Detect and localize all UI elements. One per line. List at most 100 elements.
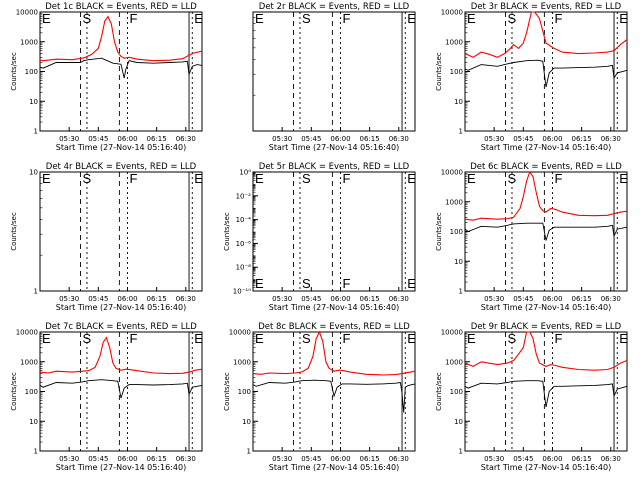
y-tick-label: 1 (34, 448, 38, 456)
y-axis-label: Counts/sec (435, 372, 443, 411)
panel-title: Det 8c BLACK = Events, RED = LLD (258, 322, 410, 332)
x-tick-label: 06:30 (601, 295, 621, 303)
x-tick-label: 05:30 (59, 295, 79, 303)
x-axis-label: Start Time (27-Nov-14 05:16:40) (269, 303, 399, 312)
y-tick-label: 10⁻⁸ (236, 264, 252, 272)
y-tick-label: 100 (25, 68, 38, 76)
lld-series-line (464, 331, 628, 371)
y-tick-label: 1 (459, 128, 463, 136)
x-axis-label: Start Time (27-Nov-14 05:16:40) (481, 143, 611, 152)
panel-4: Det 4r BLACK = Events, RED = LLD 1 10 05:30… (10, 162, 203, 312)
x-tick-label: 06:00 (117, 455, 137, 463)
interval-marker-label: S (302, 276, 311, 291)
y-tick-label: 10 (29, 98, 38, 106)
interval-marker-label: S (302, 11, 311, 26)
plot-frame (464, 331, 628, 452)
events-series-line (464, 222, 628, 241)
x-tick-label: 06:15 (572, 295, 592, 303)
x-tick-label: 06:00 (330, 455, 350, 463)
x-tick-label: 06:30 (601, 455, 621, 463)
x-tick-label: 05:30 (484, 455, 504, 463)
y-tick-label: 100 (25, 388, 38, 396)
y-tick-label: 1000 (445, 358, 463, 366)
y-tick-label: 1 (459, 288, 463, 296)
interval-marker-label: E (194, 171, 203, 186)
x-tick-label: 06:15 (360, 455, 380, 463)
y-axis-label: Counts/sec (10, 212, 18, 251)
x-tick-label: 06:00 (330, 135, 350, 143)
x-tick-label: 06:00 (330, 295, 350, 303)
x-tick-label: 06:30 (389, 455, 409, 463)
x-tick-label: 06:15 (360, 135, 380, 143)
interval-marker-label: E (194, 11, 203, 26)
lld-series-line (39, 15, 203, 62)
y-tick-label: 10 (242, 418, 251, 426)
interval-marker-label: F (342, 11, 350, 26)
y-tick-label: 1 (459, 448, 463, 456)
x-axis-label: Start Time (27-Nov-14 05:16:40) (56, 463, 186, 472)
y-axis-label: Counts/sec (10, 52, 18, 91)
x-tick-label: 05:45 (301, 295, 321, 303)
y-axis-label: Counts/sec (223, 212, 231, 251)
y-axis-label: Counts/sec (10, 372, 18, 411)
x-tick-label: 06:00 (117, 295, 137, 303)
y-tick-label: 100 (450, 228, 463, 236)
y-tick-label: 10000 (441, 9, 463, 17)
panel-7: Det 7c BLACK = Events, RED = LLD 1 10 100 10… (10, 322, 203, 472)
interval-marker-label: F (554, 171, 562, 186)
x-axis-label: Start Time (27-Nov-14 05:16:40) (481, 463, 611, 472)
panel-2: Det 2r BLACK = Events, RED = LLD 05:30 05:… (252, 2, 416, 152)
y-tick-label: 1000 (445, 38, 463, 46)
interval-marker-label: S (302, 331, 311, 346)
y-tick-label: 10 (29, 418, 38, 426)
x-axis-label: Start Time (27-Nov-14 05:16:40) (56, 143, 186, 152)
y-tick-label: 10 (454, 258, 463, 266)
x-tick-label: 05:30 (484, 295, 504, 303)
y-tick-label: 10⁻¹⁰ (233, 288, 251, 296)
interval-marker-label: F (554, 331, 562, 346)
plot-frame (252, 331, 416, 452)
x-tick-label: 05:30 (484, 135, 504, 143)
interval-marker-label: E (42, 171, 51, 186)
x-tick-label: 06:15 (572, 455, 592, 463)
y-tick-label: 10000 (441, 329, 463, 337)
interval-marker-label: E (42, 331, 51, 346)
y-axis-label: Counts/sec (223, 372, 231, 411)
panel-title: Det 1c BLACK = Events, RED = LLD (45, 2, 197, 12)
interval-marker-label: E (619, 11, 628, 26)
events-series-line (464, 59, 628, 88)
y-axis-label: Counts/sec (435, 52, 443, 91)
interval-marker-label: E (255, 276, 264, 291)
x-tick-label: 06:30 (176, 135, 196, 143)
panel-title: Det 7c BLACK = Events, RED = LLD (45, 322, 197, 332)
x-tick-label: 05:45 (513, 455, 533, 463)
interval-marker-label: F (129, 331, 137, 346)
interval-marker-label: E (619, 331, 628, 346)
panel-9: Det 9r BLACK = Events, RED = LLD 1 10 100 10… (435, 322, 628, 472)
interval-marker-label: E (255, 331, 264, 346)
y-tick-label: 10000 (16, 9, 38, 17)
interval-marker-label: E (619, 171, 628, 186)
interval-marker-label: E (255, 171, 264, 186)
panel-3: Det 3r BLACK = Events, RED = LLD 1 10 100 10… (435, 2, 628, 152)
x-tick-label: 06:30 (389, 135, 409, 143)
y-tick-label: 1000 (445, 198, 463, 206)
events-series-line (464, 380, 628, 408)
lld-series-line (464, 170, 628, 221)
plot-frame (39, 11, 203, 132)
x-tick-label: 05:30 (272, 455, 292, 463)
x-tick-label: 05:45 (301, 455, 321, 463)
panel-8: Det 8c BLACK = Events, RED = LLD 1 10 100 10… (223, 322, 416, 472)
x-tick-label: 05:45 (513, 135, 533, 143)
x-tick-label: 05:30 (59, 455, 79, 463)
x-tick-label: 06:00 (117, 135, 137, 143)
x-tick-label: 06:15 (147, 455, 167, 463)
interval-marker-label: E (407, 171, 416, 186)
y-tick-label: 10 (29, 169, 38, 177)
interval-marker-label: E (42, 11, 51, 26)
y-tick-label: 1 (247, 448, 251, 456)
x-tick-label: 06:15 (147, 295, 167, 303)
interval-marker-label: F (342, 171, 350, 186)
x-tick-label: 05:45 (513, 295, 533, 303)
x-tick-label: 05:30 (272, 295, 292, 303)
